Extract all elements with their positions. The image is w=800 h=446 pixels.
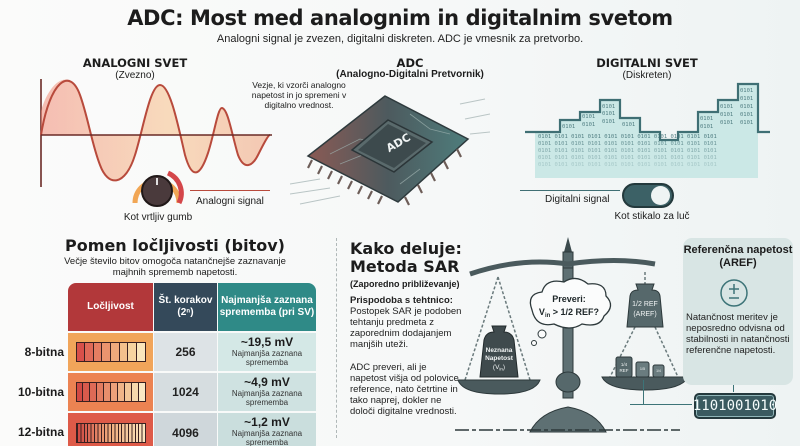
balance-scale-graphic: Neznana Napetost (Vin) 1/2 REF (AREF) 1/… [455,237,689,433]
sar-explanation: ADC preveri, ali je napetost višja od po… [350,362,459,417]
svg-text:0101: 0101 [602,111,615,117]
svg-text:1/5: 1/5 [640,367,645,371]
header-steps: Št. korakov (2ⁿ) [154,283,217,331]
header-resolution: Ločljivost [68,283,153,331]
min-change-value: ~19,5 mV [240,335,294,349]
svg-text:0101: 0101 [740,104,753,110]
header-min-change: Najmanjša zaznana sprememba (pri SV) [218,283,316,331]
digital-step-line [525,82,770,142]
toggle-knob [651,186,670,205]
min-change-note: Najmanjša zaznana sprememba [231,429,303,446]
sar-analogy-text: Postopek SAR je podoben tehtanju predmet… [350,306,462,350]
row-label: 10-bitna [18,385,65,399]
analog-wave-line [40,79,271,182]
svg-text:0101 0101 0101 0101 0101 0101: 0101 0101 0101 0101 0101 0101 0101 0101 … [538,162,717,168]
svg-text:0101 0101 0101 0101 0101 0101: 0101 0101 0101 0101 0101 0101 0101 0101 … [538,134,717,140]
svg-text:1/4: 1/4 [621,362,628,367]
svg-text:0101: 0101 [602,104,615,110]
switch-label: Kot stikalo za luč [614,211,690,222]
knob-icon[interactable] [128,163,186,209]
min-change-cell: ~19,5 mV Najmanjša zaznana sprememba [218,333,316,371]
svg-text:0101: 0101 [740,96,753,102]
digital-subtitle: (Diskreten) [622,70,672,81]
output-arrow-vertical [643,380,644,404]
min-change-note: Najmanjša zaznana sprememba [231,349,303,367]
sar-title-line1: Kako deluje: [350,239,462,258]
plus-minus-icon [720,279,748,307]
adc-subtitle: (Analogno-Digitalni Pretvornik) [336,69,484,80]
table-row-10bit: 10-bitna 1024 ~4,9 mV Najmanjša zaznana … [18,373,316,411]
adc-title: ADC [396,56,424,70]
svg-text:0101: 0101 [740,88,753,94]
steps-cell: 1024 [154,373,217,411]
ref-weight-sub: (AREF) [633,311,656,318]
steps-cell: 4096 [154,413,217,446]
svg-text:0101: 0101 [700,124,713,130]
resolution-bar-icon [75,382,146,402]
svg-text:0101: 0101 [740,120,753,126]
sar-title-line2: Metoda SAR [350,257,460,276]
table-row-8bit: 8-bitna 256 ~19,5 mV Najmanjša zaznana s… [25,333,316,371]
ref-weight-label: 1/2 REF [632,301,658,308]
aref-card [683,238,793,385]
adc-description: Vezje, ki vzorči analogno napetost in jo… [251,80,347,110]
unknown-weight-label: Neznana [486,347,513,354]
thought-line1: Preveri: [552,294,586,304]
min-change-value: ~1,2 mV [244,415,290,429]
svg-text:0101: 0101 [740,112,753,118]
svg-text:0101 0101 0101 0101 0101 0101: 0101 0101 0101 0101 0101 0101 0101 0101 … [538,141,717,147]
analog-signal-label: Analogni signal [196,196,264,207]
table-row-12bit: 12-bitna 4096 ~1,2 mV Najmanjša zaznana … [18,413,316,446]
svg-text:0101: 0101 [582,114,595,120]
analog-subtitle: (Zvezno) [115,70,155,81]
min-change-cell: ~1,2 mV Najmanjša zaznana sprememba [218,413,316,446]
svg-text:1/4: 1/4 [656,369,661,373]
min-change-note: Najmanjša zaznana sprememba [231,389,303,407]
resolution-description: Večje število bitov omogoča natančnejše … [64,256,286,278]
resolution-title: Pomen ločljivosti (bitov) [65,236,285,255]
light-switch-toggle[interactable] [622,183,674,208]
svg-text:0101: 0101 [602,119,615,125]
svg-text:0101 0101 0101 0101 0101 0101: 0101 0101 0101 0101 0101 0101 0101 0101 … [538,148,717,154]
min-change-value: ~4,9 mV [244,375,290,389]
row-label: 12-bitna [18,425,65,439]
page-subtitle: Analogni signal je zvezen, digitalni dis… [216,33,584,45]
aref-title: Referenčna napetost (AREF) [683,244,793,269]
sar-subtitle: (Zaporedno približevanje) [350,279,460,289]
analog-wave-graphic [40,79,272,187]
section-divider [336,238,337,438]
sar-analogy-title: Prispodoba s tehtnico: [350,295,453,306]
knob-label: Kot vrtljiv gumb [123,212,193,223]
row-label: 8-bitna [24,345,64,359]
svg-text:(Vin): (Vin) [493,364,505,372]
svg-text:0101: 0101 [720,112,733,118]
svg-text:0101: 0101 [622,122,635,128]
svg-text:REF: REF [620,368,629,373]
analog-title: ANALOGNI SVET [82,56,188,70]
svg-text:0101: 0101 [700,116,713,122]
resolution-bar-icon [75,342,146,362]
svg-text:0101: 0101 [720,120,733,126]
svg-text:0101 0101 0101 0101 0101 0101: 0101 0101 0101 0101 0101 0101 0101 0101 … [538,155,717,161]
digital-connector-line [520,190,620,191]
min-change-cell: ~4,9 mV Najmanjša zaznana sprememba [218,373,316,411]
svg-text:0101: 0101 [720,104,733,110]
steps-cell: 256 [154,333,217,371]
svg-text:0101: 0101 [582,122,595,128]
digital-signal-label: Digitalni signal [545,194,610,205]
resolution-bar-icon [75,423,146,443]
digital-output-value: 1101001010 [693,393,777,419]
unknown-weight-label-2: Napetost [485,355,514,362]
svg-text:0101: 0101 [562,124,575,130]
aref-arrow-line [733,385,734,392]
page-title: ADC: Most med analognim in digitalnim sv… [127,6,673,30]
analog-connector-line [190,190,270,191]
thought-line2: Vin > 1/2 REF? [539,307,599,319]
aref-text: Natančnost meritev je neposredno odvisna… [686,312,790,356]
digital-title: DIGITALNI SVET [596,56,698,70]
adc-chip-graphic: ADC [290,95,490,206]
output-arrow-line [630,404,692,405]
